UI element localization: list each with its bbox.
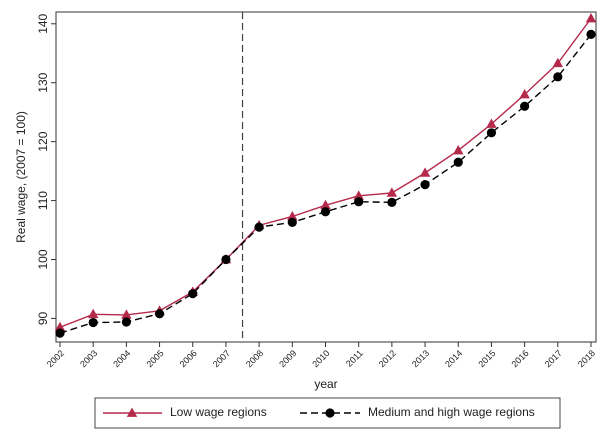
series-1 [54,12,597,332]
y-tick-label-110: 110 [36,191,50,210]
series-2-point-2003 [88,317,98,328]
series-1-line [59,18,592,328]
series-2-point-2002 [55,328,65,338]
x-tick-label-2013: 2013 [410,348,431,369]
x-tick-label-2010: 2010 [310,348,331,369]
series-1-point-2010 [320,199,331,210]
series-1-point-2003 [87,308,99,319]
series-2-point-2012 [387,197,397,207]
series-1-point-2013 [419,167,431,177]
series-2-point-2005 [154,309,165,319]
x-tick-label-2011: 2011 [344,348,365,369]
legend-label-2: Medium and high wage regions [368,405,535,419]
y-tick-label-90: 90 [36,311,50,325]
y-tick-label-120: 120 [36,131,50,151]
y-axis-label: Real wage, (2007 = 100) [14,111,28,243]
series-2-point-2007 [221,254,231,265]
y-tick-label-140: 140 [36,13,50,33]
x-axis-label: year [314,377,337,391]
series-2-point-2013 [420,180,430,190]
x-tick-label-2012: 2012 [377,348,398,369]
x-tick-label-2014: 2014 [443,348,464,369]
x-tick-label-2004: 2004 [111,348,132,369]
series-2 [55,29,596,338]
series-1-point-2014 [453,144,464,155]
legend-swatch-marker-2 [325,408,335,418]
axes: 90 100 110 120 130 140 2002 2003 2004 2005 2006 200… [36,11,597,369]
series-2-point-2004 [121,317,131,327]
x-tick-label-2018: 2018 [576,348,597,369]
series-2-point-2006 [188,289,198,299]
x-tick-label-2008: 2008 [244,348,265,369]
x-tick-label-2016: 2016 [509,348,530,369]
series-2-point-2016 [520,101,530,111]
series-2-point-2011 [354,197,364,207]
series-2-point-2014 [453,157,463,167]
series-1-point-2011 [353,190,364,200]
series-2-point-2018 [586,29,596,39]
x-tick-label-2002: 2002 [45,348,66,369]
series-2-point-2017 [553,72,563,82]
series-2-point-2008 [254,222,264,232]
series-1-point-2016 [519,89,530,99]
x-tick-label-2015: 2015 [476,348,497,369]
y-tick-label-100: 100 [36,249,50,269]
x-tick-label-2003: 2003 [78,348,99,369]
series-1-point-2017 [552,57,564,68]
x-tick-label-2005: 2005 [144,348,165,369]
x-tick-label-2007: 2007 [211,348,232,369]
series-1-point-2012 [386,187,398,197]
x-tick-label-2017: 2017 [543,348,564,369]
series-1-point-2015 [486,118,497,128]
series-2-line [59,33,592,334]
x-tick-label-2009: 2009 [277,348,298,369]
series-layer [54,12,597,338]
x-tick-label-2006: 2006 [178,348,199,369]
series-2-point-2015 [486,128,497,138]
plot-frame [55,11,597,343]
series-2-point-2010 [320,207,331,217]
legend: Low wage regions Medium and high wage reg… [94,397,561,429]
series-1-point-2009 [287,210,298,221]
series-2-point-2009 [287,217,297,227]
legend-label-1: Low wage regions [170,405,267,419]
y-tick-label-130: 130 [36,72,50,92]
series-1-point-2004 [121,309,132,319]
series-1-point-2018 [585,12,597,23]
series-1-point-2002 [54,321,66,332]
legend-swatch-marker-1 [126,407,138,417]
